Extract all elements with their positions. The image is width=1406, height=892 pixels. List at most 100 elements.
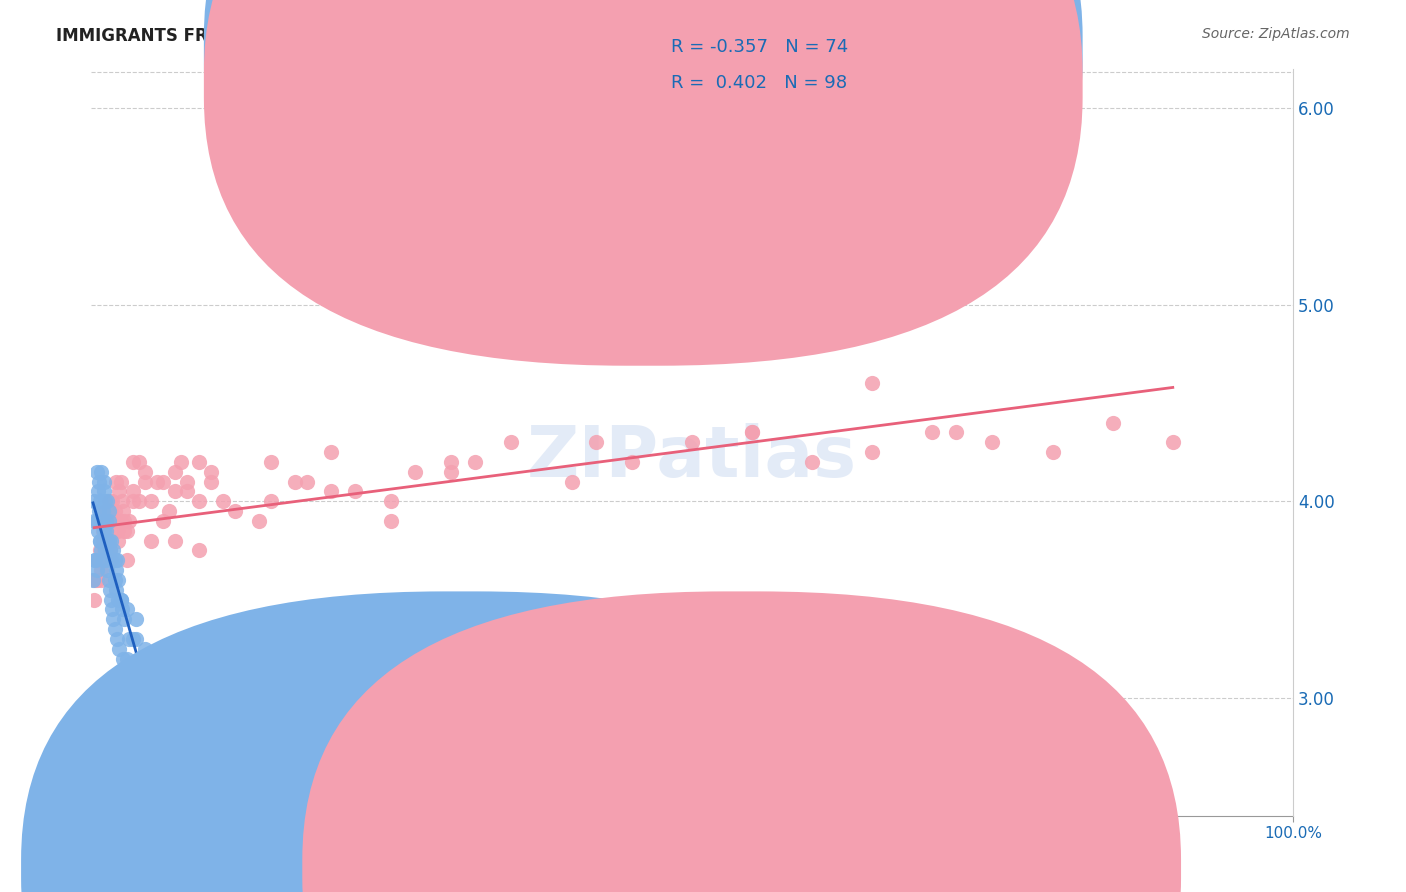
Point [115,602,138,616]
Point [96,563,118,577]
Point [98,543,121,558]
Point [440,455,463,469]
Point [110,592,132,607]
Point [94,543,117,558]
Point [128,651,150,665]
Point [105,524,128,538]
Point [176,475,198,489]
Point [134,475,156,489]
Point [87,475,110,489]
Point [344,484,367,499]
Point [100,592,122,607]
Point [212,494,235,508]
Point [86,563,108,577]
Point [152,514,174,528]
Point [139,671,162,685]
Point [93,524,115,538]
Point [87,484,110,499]
Point [90,573,112,587]
Point [98,543,121,558]
Point [157,504,180,518]
Point [128,494,150,508]
Point [94,504,117,518]
Point [96,514,118,528]
Point [125,612,148,626]
Point [1042,445,1064,459]
Point [187,494,209,508]
Point [224,504,246,518]
Text: Central Americans: Central Americans [731,855,872,870]
Point [585,435,607,450]
Point [200,465,222,479]
Point [319,445,342,459]
Point [91,514,114,528]
Point [121,484,143,499]
Point [96,494,118,508]
Point [145,720,167,734]
Point [101,494,124,508]
Point [89,494,111,508]
Point [125,632,148,646]
Text: Immigrants from Laos: Immigrants from Laos [436,855,605,870]
Text: Source: ZipAtlas.com: Source: ZipAtlas.com [1202,27,1350,41]
Point [104,563,127,577]
Point [295,475,318,489]
Point [163,465,186,479]
Point [101,514,124,528]
Point [100,504,122,518]
Point [104,475,127,489]
Point [380,494,402,508]
Point [104,573,127,587]
Point [1161,435,1184,450]
Point [121,494,143,508]
Point [87,524,110,538]
Point [84,553,107,567]
Point [104,582,127,597]
Point [90,543,112,558]
Point [90,465,112,479]
Point [93,475,115,489]
Point [110,592,132,607]
Point [741,425,763,440]
Point [921,425,943,440]
Point [96,533,118,548]
Point [404,465,426,479]
Point [200,475,222,489]
Point [89,533,111,548]
Point [107,592,129,607]
Point [145,770,167,784]
Point [536,238,558,252]
Point [104,553,127,567]
Point [87,504,110,518]
Point [440,465,463,479]
Point [115,524,138,538]
Point [89,543,111,558]
Point [97,533,120,548]
Point [101,553,124,567]
Point [98,582,121,597]
Point [97,533,120,548]
Point [93,543,115,558]
Point [104,504,127,518]
Text: IMMIGRANTS FROM LAOS VS CENTRAL AMERICAN AVERAGE FAMILY SIZE CORRELATION CHART: IMMIGRANTS FROM LAOS VS CENTRAL AMERICAN… [56,27,936,45]
Point [94,494,117,508]
Point [187,543,209,558]
Point [111,494,134,508]
Point [112,651,135,665]
Point [87,553,110,567]
Point [91,524,114,538]
Point [110,592,132,607]
Point [101,602,124,616]
Point [86,573,108,587]
Point [94,553,117,567]
Point [945,425,967,440]
Point [91,533,114,548]
Point [112,504,135,518]
Point [84,553,107,567]
Point [97,573,120,587]
Point [97,494,120,508]
Point [91,504,114,518]
Text: R =  0.402   N = 98: R = 0.402 N = 98 [671,74,846,92]
Point [860,445,883,459]
Point [110,514,132,528]
